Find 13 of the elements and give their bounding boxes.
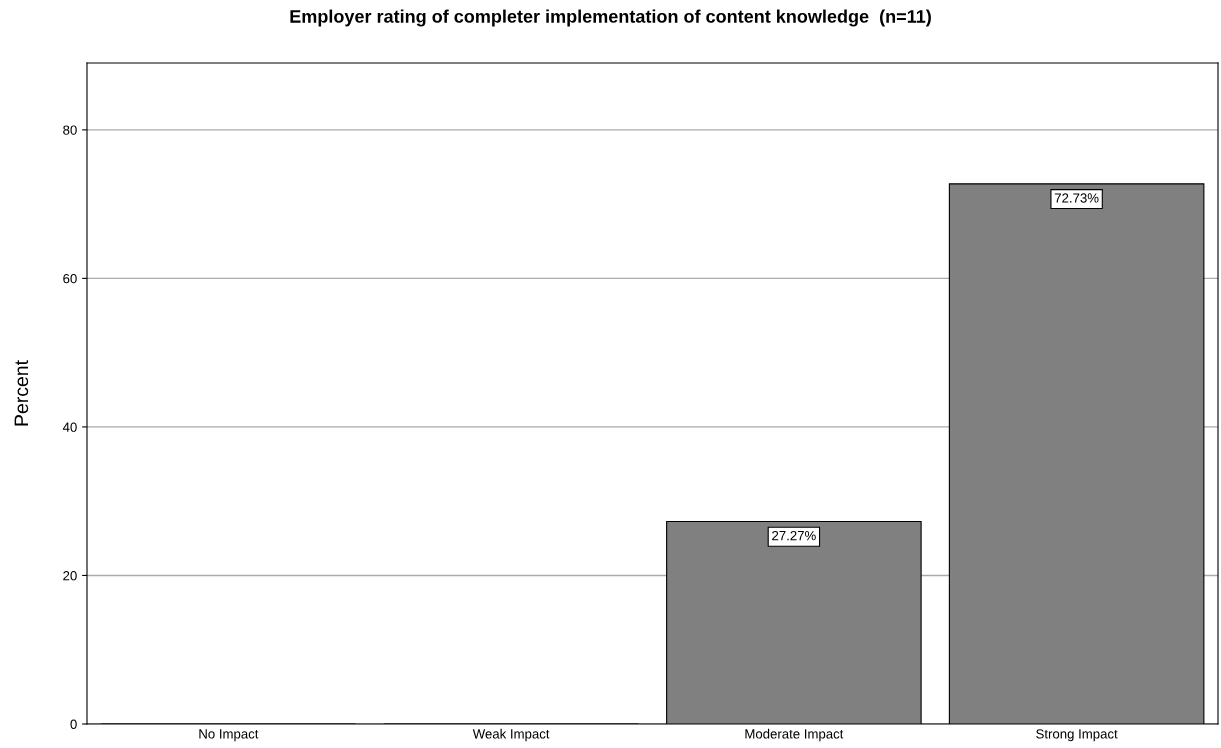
- y-tick-label: 0: [70, 719, 77, 729]
- x-tick-label: No Impact: [199, 729, 259, 742]
- x-tick-label: Strong Impact: [1036, 729, 1118, 742]
- data-label: 72.73%: [1054, 193, 1099, 203]
- data-label: 27.27%: [772, 530, 816, 541]
- y-tick-label: 60: [63, 273, 77, 284]
- y-axis-title: Percent: [14, 360, 29, 426]
- y-tick-label: 20: [63, 571, 77, 581]
- x-tick-label: Moderate Impact: [745, 728, 844, 742]
- y-tick-label: 40: [62, 422, 77, 432]
- y-tick-label: 80: [63, 125, 77, 135]
- x-tick-label: Weak Impact: [472, 728, 550, 742]
- chart-title: Employer rating of completer implementation of content knowledge (n=11): [290, 9, 931, 27]
